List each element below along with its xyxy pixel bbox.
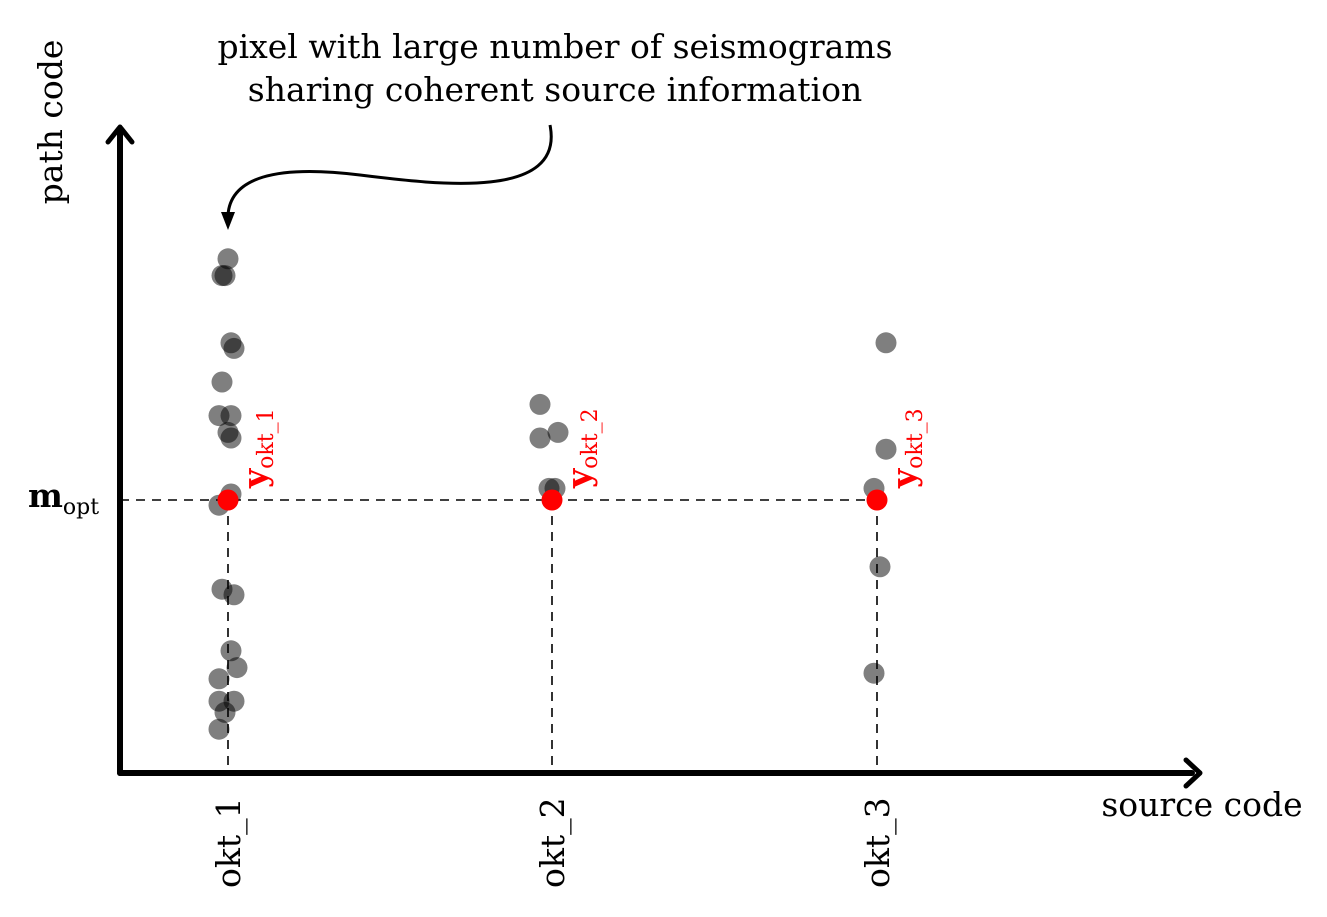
y-axis-label: path code [31, 40, 70, 205]
seismogram-dot [875, 438, 897, 460]
seismogram-dot [869, 556, 891, 578]
seismogram-dots [208, 248, 897, 740]
seismogram-dot [220, 405, 242, 427]
seismogram-dot [226, 657, 248, 679]
x-tick-labels: okt_1 okt_2 okt_3 [209, 797, 898, 888]
m-opt-subscript: opt [63, 495, 99, 520]
seismogram-dot [208, 718, 230, 740]
vertical-guides [227, 500, 878, 770]
seismogram-dot [220, 640, 242, 662]
seismogram-dot [547, 421, 569, 443]
group-label-subscript: okt_2 [578, 408, 603, 468]
seismogram-dot [220, 332, 242, 354]
seismogram-dot [863, 662, 885, 684]
group-label-3: yokt_3 [884, 408, 928, 489]
x-axis-arrow [1183, 757, 1203, 789]
group-label-subscript: okt_1 [254, 408, 279, 468]
m-opt-label: mopt [28, 476, 99, 520]
x-tick-2: okt_2 [533, 797, 573, 888]
group-label-symbol: y [559, 468, 598, 489]
seismogram-dot [875, 332, 897, 354]
x-axis-label: source code [1101, 785, 1302, 824]
seismogram-dot [529, 427, 551, 449]
annotation-line-1: pixel with large number of seismograms [217, 27, 892, 66]
group-label-symbol: y [235, 468, 274, 489]
group-label-2: yokt_2 [559, 408, 603, 489]
seismogram-dot [220, 427, 242, 449]
seismogram-dot [217, 248, 239, 270]
annotation-line-2: sharing coherent source information [248, 70, 862, 109]
group-label-symbol: y [884, 468, 923, 489]
optimal-dot-2 [541, 489, 563, 511]
optimal-dot-3 [866, 489, 888, 511]
annotation-arrow-head [221, 212, 235, 230]
group-label-subscript: okt_3 [903, 408, 928, 468]
seismogram-dot [208, 668, 230, 690]
seismogram-dot [211, 371, 233, 393]
x-tick-3: okt_3 [858, 797, 898, 888]
m-opt-symbol: m [28, 476, 63, 515]
seismogram-dot [214, 701, 236, 723]
x-tick-1: okt_1 [209, 797, 249, 888]
seismogram-dot [529, 393, 551, 415]
seismogram-dot [214, 265, 236, 287]
seismogram-dot [223, 584, 245, 606]
optimal-dots [217, 489, 888, 511]
optimal-dot-1 [217, 489, 239, 511]
group-label-1: yokt_1 [235, 408, 279, 489]
annotation-arrow-curve [226, 124, 553, 223]
y-axis-arrow [105, 124, 135, 145]
